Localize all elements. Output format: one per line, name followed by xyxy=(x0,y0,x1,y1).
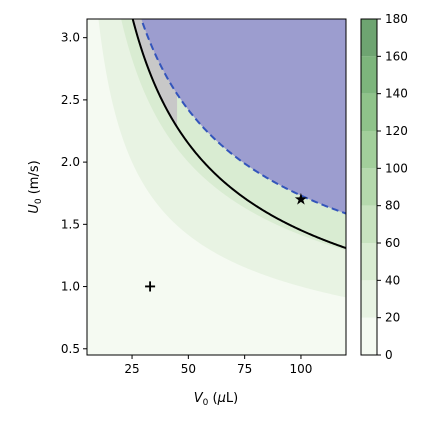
x-tick-label: 100 xyxy=(290,362,313,376)
colorbar-band xyxy=(361,168,377,206)
colorbar-ticks: 0 20 40 60 80 100 120 140 160 180 xyxy=(377,12,408,362)
dashed-boundary-line xyxy=(140,19,346,215)
solid-boundary-line xyxy=(131,19,346,250)
y-tick-label: 1.5 xyxy=(61,217,80,231)
plot-area xyxy=(87,19,346,355)
y-tick-label: 1.0 xyxy=(61,280,80,294)
colorbar-band xyxy=(361,280,377,318)
colorbar-band xyxy=(361,56,377,94)
colorbar-tick-label: 80 xyxy=(385,199,400,213)
colorbar-tick-label: 20 xyxy=(385,311,400,325)
plus-marker: + xyxy=(143,277,156,296)
colorbar-tick-label: 60 xyxy=(385,236,400,250)
colorbar-tick-label: 120 xyxy=(385,124,408,138)
y-tick-label: 0.5 xyxy=(61,342,80,356)
colorbar-tick-label: 0 xyxy=(385,348,393,362)
y-tick-label: 2.0 xyxy=(61,155,80,169)
y-tick-label: 2.5 xyxy=(61,93,80,107)
y-tick-label: 3.0 xyxy=(61,31,80,45)
colorbar-band xyxy=(361,19,377,57)
plot-frame xyxy=(86,18,347,356)
region-above-solid xyxy=(141,19,346,214)
y-axis-label: U0 (m/s) xyxy=(27,160,44,213)
markers: +★ xyxy=(143,189,308,295)
colorbar-band xyxy=(361,205,377,243)
x-axis-label: V0 (μL) xyxy=(194,391,238,408)
colorbar-tick-label: 100 xyxy=(385,161,408,175)
colorbar-band xyxy=(361,243,377,281)
colorbar-tick-label: 180 xyxy=(385,12,408,26)
x-axis: 25 50 75 100 xyxy=(124,355,312,376)
colorbar-band xyxy=(361,317,377,355)
colorbar-band xyxy=(361,93,377,131)
colorbar xyxy=(361,19,377,355)
y-axis: 0.5 1.0 1.5 2.0 2.5 3.0 xyxy=(61,31,87,356)
colorbar-tick-label: 160 xyxy=(385,49,408,63)
x-tick-label: 50 xyxy=(181,362,196,376)
x-tick-label: 75 xyxy=(237,362,252,376)
x-tick-label: 25 xyxy=(124,362,139,376)
colorbar-band xyxy=(361,131,377,169)
star-marker: ★ xyxy=(294,189,308,208)
colorbar-tick-label: 140 xyxy=(385,87,408,101)
colorbar-tick-label: 40 xyxy=(385,273,400,287)
colorbar-frame xyxy=(360,18,378,356)
